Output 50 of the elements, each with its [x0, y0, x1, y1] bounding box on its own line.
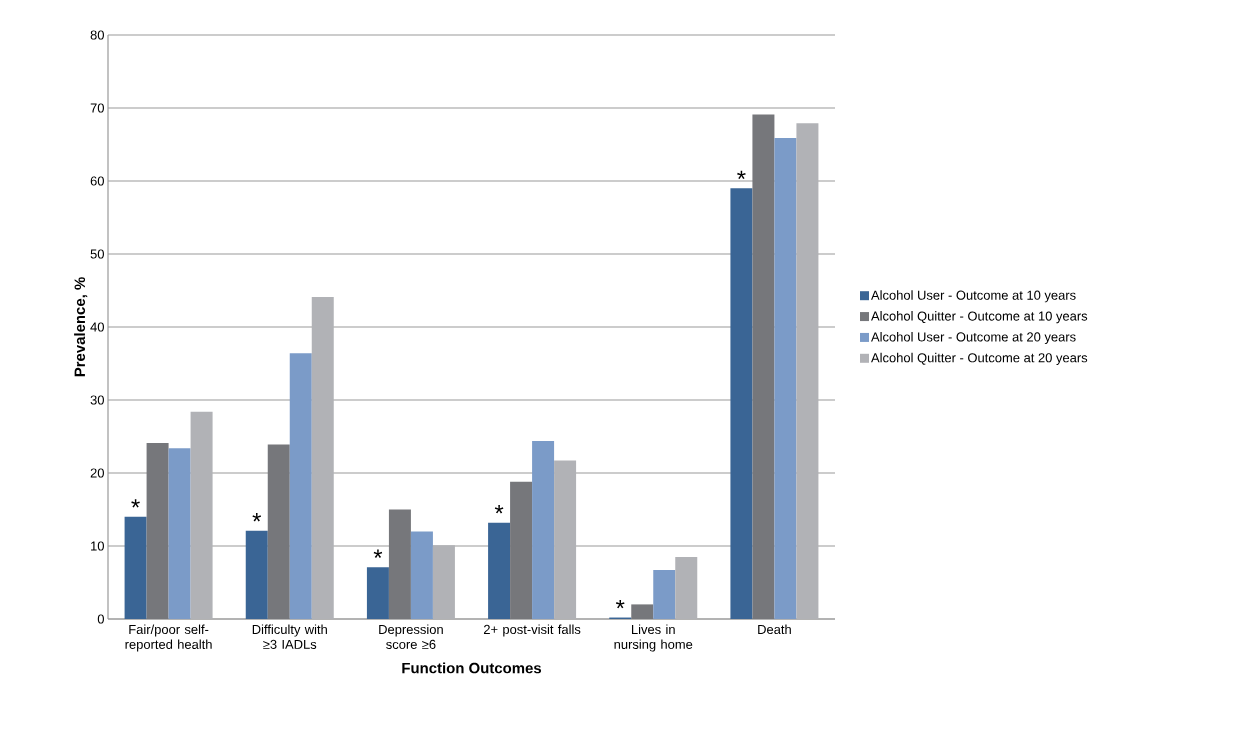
annotation: *: [373, 549, 383, 558]
bar: [730, 188, 753, 619]
y-tick-label: 80: [90, 30, 104, 40]
x-tick-label: Death: [758, 624, 791, 635]
annotation: *: [494, 504, 504, 514]
annotation: *: [737, 170, 746, 180]
bar: [168, 448, 191, 619]
bar: [532, 440, 555, 619]
annotation: *: [615, 599, 625, 609]
y-tick-label: 30: [90, 395, 104, 405]
bar: [267, 444, 290, 619]
annotation: *: [252, 513, 262, 522]
bar: [510, 481, 533, 619]
bar: [675, 556, 698, 619]
y-tick-label: 60: [90, 176, 104, 186]
legend-label: Alcohol Quitter - Outcome at 20 years: [871, 352, 1088, 365]
bar: [774, 137, 797, 619]
bar: [124, 516, 147, 619]
annotation: *: [131, 499, 140, 508]
bar: [752, 114, 775, 619]
x-tick-label: Depression score ≥6: [379, 624, 443, 649]
y-tick-label: 20: [90, 468, 104, 478]
bar: [311, 297, 334, 619]
y-tick-label: 40: [90, 322, 104, 332]
bar: [488, 522, 511, 619]
x-tick-label: 2+ post-visit falls: [483, 624, 581, 637]
y-tick-label: 0: [97, 614, 104, 624]
bar: [289, 353, 312, 619]
legend-label: Alcohol Quitter - Outcome at 10 years: [871, 311, 1088, 324]
x-tick-label: Difficulty with ≥3 IADLs: [252, 624, 327, 649]
legend-label: Alcohol User - Outcome at 20 years: [871, 331, 1076, 345]
y-tick-label: 50: [90, 249, 104, 259]
x-tick-label: Fair/poor self-reported health: [125, 624, 212, 652]
bar: [410, 531, 433, 619]
bar: [190, 411, 213, 619]
bar: [631, 604, 654, 619]
x-tick-label: Lives in nursing home: [614, 624, 693, 652]
legend-label: Alcohol User - Outcome at 10 years: [871, 290, 1076, 303]
y-tick-label: 70: [90, 103, 104, 113]
y-axis-title: Prevalence, %: [74, 277, 88, 377]
bar: [554, 460, 577, 619]
bar: [388, 509, 411, 619]
y-tick-label: 10: [91, 541, 104, 551]
bar: [432, 545, 455, 619]
bar: [245, 530, 268, 619]
bar: [366, 567, 389, 619]
bar: [796, 123, 819, 619]
bar: [146, 443, 169, 619]
bar: [653, 570, 676, 619]
x-axis-title: Function Outcomes: [402, 662, 542, 674]
